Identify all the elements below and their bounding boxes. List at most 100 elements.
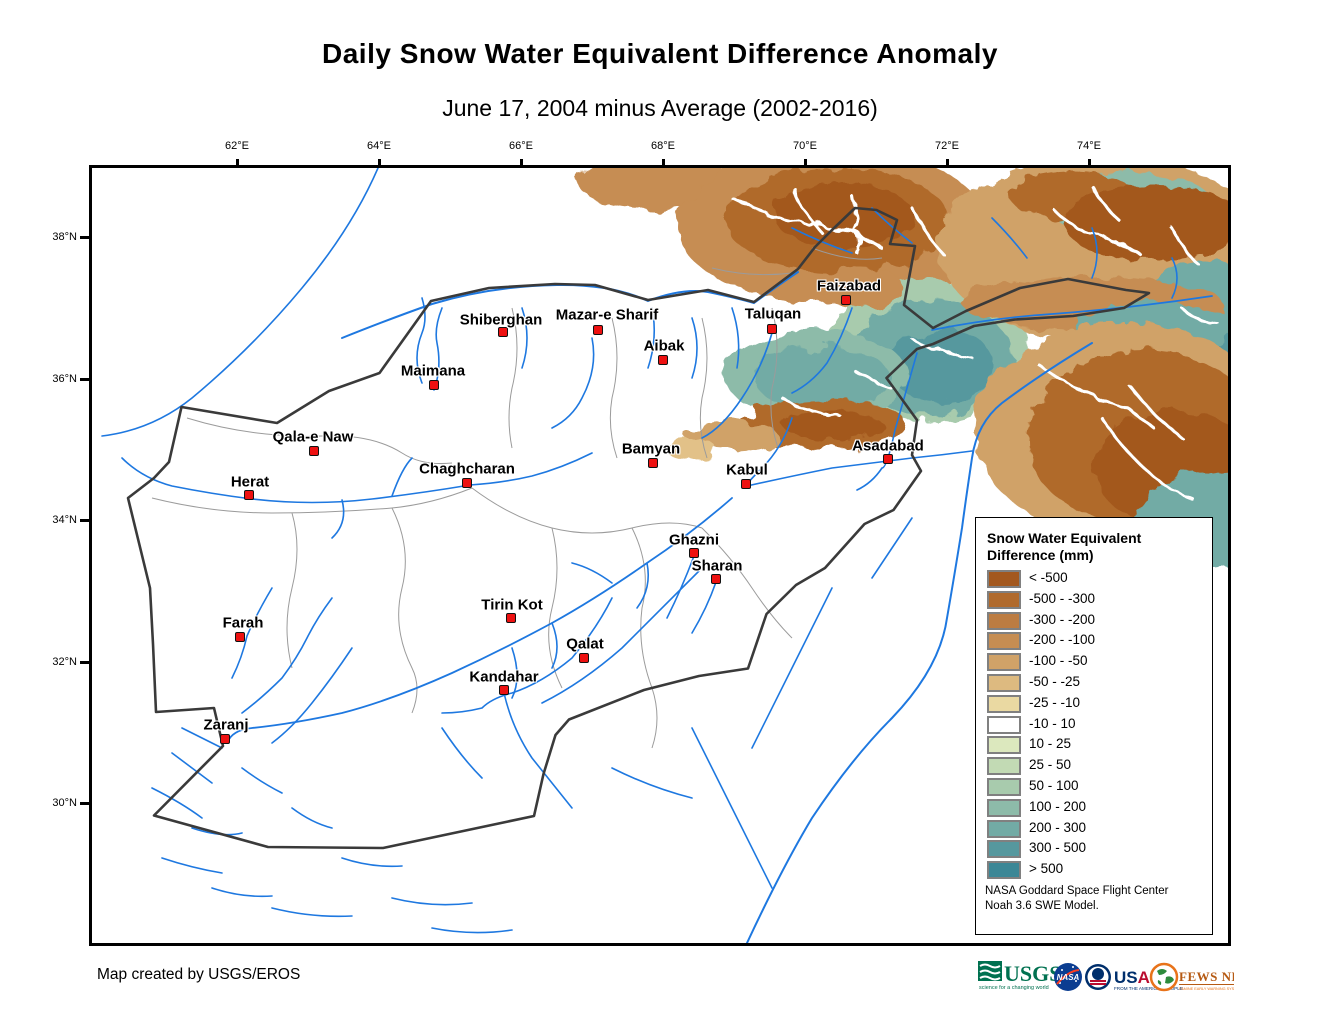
longitude-tick-label: 68°E: [651, 140, 675, 152]
latitude-tick-label: 36°N: [52, 373, 77, 385]
legend-source-line2: Noah 3.6 SWE Model.: [985, 900, 1099, 912]
legend-swatch: [987, 632, 1021, 651]
legend-title-line1: Snow Water Equivalent: [987, 530, 1142, 546]
city-label: Kabul: [726, 461, 768, 479]
longitude-tick-label: 72°E: [935, 140, 959, 152]
usgs-logo: USGS science for a changing world: [978, 961, 1061, 991]
legend-swatch: [987, 736, 1021, 755]
city-marker: [579, 653, 589, 663]
longitude-tick: [378, 159, 381, 168]
city-marker: [506, 613, 516, 623]
city-label: Sharan: [691, 557, 743, 575]
nasa-logo: NASA: [1054, 963, 1082, 991]
legend-entry-label: -50 - -25: [1029, 674, 1081, 689]
legend-entry-label: < -500: [1029, 570, 1068, 585]
city-marker: [593, 325, 603, 335]
city-label: Taluqan: [744, 305, 802, 323]
latitude-tick-label: 38°N: [52, 231, 77, 243]
longitude-tick: [1088, 159, 1091, 168]
city-marker: [235, 632, 245, 642]
city-label: Zaranj: [203, 716, 249, 734]
city-label: Qalat: [566, 635, 604, 653]
map-canvas: [101, 168, 1228, 943]
city-marker: [883, 454, 893, 464]
legend-source: NASA Goddard Space Flight Center Noah 3.…: [985, 884, 1168, 914]
city-label: Maimana: [400, 362, 466, 380]
city-label: Bamyan: [621, 440, 681, 458]
legend-swatch: [987, 611, 1021, 630]
longitude-tick: [662, 159, 665, 168]
legend-entry-label: 100 - 200: [1029, 798, 1087, 814]
latitude-tick: [80, 519, 89, 522]
legend-box: Snow Water Equivalent Difference (mm) < …: [975, 517, 1213, 935]
legend-entry-label: -500 - -300: [1029, 590, 1096, 606]
city-label: Chaghcharan: [419, 460, 515, 478]
legend-entry-label: > 500: [1029, 861, 1064, 877]
legend-entry-label: 50 - 100: [1029, 778, 1079, 793]
legend-entry-label: 200 - 300: [1029, 819, 1087, 835]
longitude-tick-label: 66°E: [509, 140, 533, 152]
city-label: Kandahar: [469, 668, 539, 686]
legend-swatch: [987, 694, 1021, 713]
city-label: Aibak: [643, 337, 685, 355]
city-label: Shiberghan: [459, 311, 543, 329]
latitude-tick: [80, 236, 89, 239]
legend-swatch: [987, 570, 1021, 588]
usaid-tagline: FROM THE AMERICAN PEOPLE: [1114, 986, 1183, 991]
legend-title: Snow Water Equivalent Difference (mm): [987, 530, 1141, 564]
page-subtitle: June 17, 2004 minus Average (2002-2016): [442, 95, 878, 121]
city-marker: [648, 458, 658, 468]
city-marker: [658, 355, 668, 365]
fewsnet-logo: FEWS NET FAMINE EARLY WARNING SYSTEMS NE…: [1149, 962, 1266, 992]
city-marker: [499, 685, 509, 695]
legend-entry-label: -300 - -200: [1029, 611, 1096, 627]
longitude-tick-label: 62°E: [225, 140, 249, 152]
svg-text:NASA: NASA: [1057, 973, 1080, 982]
longitude-tick-label: 70°E: [793, 140, 817, 152]
legend-swatch: [987, 798, 1021, 817]
city-marker: [462, 478, 472, 488]
city-label: Mazar-e Sharif: [555, 306, 659, 324]
longitude-tick-label: 74°E: [1077, 140, 1101, 152]
legend-entry-label: -25 - -10: [1029, 694, 1081, 710]
legend-entry-label: -200 - -100: [1029, 632, 1096, 648]
longitude-tick-label: 64°E: [367, 140, 391, 152]
logos-svg: USGS science for a changing world NASA U…: [978, 961, 1266, 992]
legend-entry-label: 25 - 50: [1029, 757, 1072, 773]
city-marker: [711, 574, 721, 584]
city-label: Faizabad: [816, 277, 882, 295]
latitude-tick-label: 34°N: [52, 514, 77, 526]
city-marker: [498, 327, 508, 337]
country-border-afghanistan: [126, 206, 1151, 850]
legend-entry-label: 10 - 25: [1029, 736, 1072, 752]
map-credit: Map created by USGS/EROS: [97, 966, 301, 983]
legend-swatch: [987, 715, 1021, 734]
longitude-tick: [804, 159, 807, 168]
legend-swatch: [987, 757, 1021, 776]
city-marker: [841, 295, 851, 305]
fewsnet-tagline: FAMINE EARLY WARNING SYSTEMS NETWORK: [1179, 987, 1234, 991]
city-marker: [689, 548, 699, 558]
province-boundaries: [151, 247, 883, 749]
city-marker: [767, 324, 777, 334]
city-marker: [244, 490, 254, 500]
legend-swatch: [987, 674, 1021, 692]
map-frame: Faizabad Taluqan Shiberghan Mazar-e Sharif A…: [89, 165, 1231, 946]
legend-source-line1: NASA Goddard Space Flight Center: [985, 885, 1169, 897]
latitude-tick: [80, 802, 89, 805]
legend-swatch: [987, 861, 1021, 880]
legend-swatch: [987, 653, 1021, 672]
city-marker: [429, 380, 439, 390]
latitude-tick: [80, 378, 89, 381]
legend-swatch: [987, 778, 1021, 796]
legend-swatch: [987, 590, 1021, 609]
latitude-tick-label: 30°N: [52, 797, 77, 809]
svg-text:USGS: USGS: [1004, 961, 1061, 986]
legend-entry-label: -100 - -50: [1029, 653, 1088, 669]
city-marker: [741, 479, 751, 489]
legend-title-line2: Difference (mm): [987, 547, 1094, 563]
page-title: Daily Snow Water Equivalent Difference A…: [322, 38, 998, 69]
city-label: Qala-e Naw: [272, 428, 354, 446]
svg-text:FEWS NET: FEWS NET: [1179, 969, 1234, 984]
